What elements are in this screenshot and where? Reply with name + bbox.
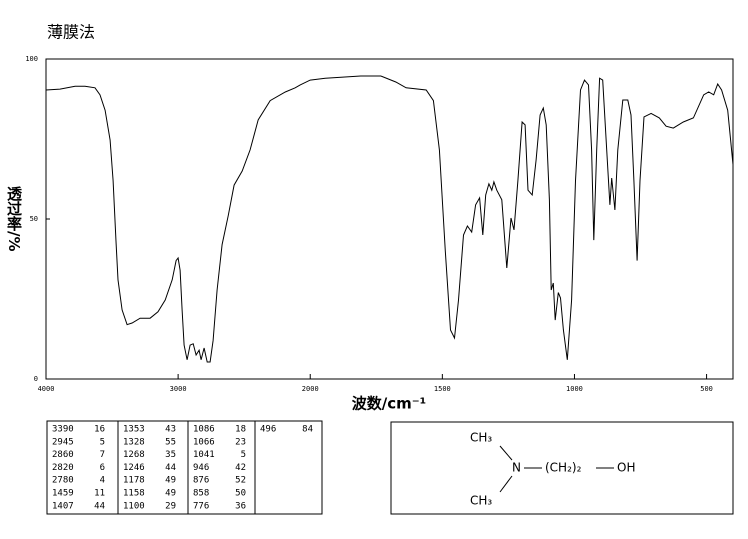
spectrum-line bbox=[45, 75, 734, 363]
peak-transmittance: 42 bbox=[235, 463, 246, 473]
bond bbox=[499, 475, 513, 493]
peak-wavenumber: 1041 bbox=[193, 450, 215, 460]
peak-transmittance: 29 bbox=[165, 501, 176, 511]
peak-wavenumber: 858 bbox=[193, 489, 209, 499]
peak-wavenumber: 3390 bbox=[52, 425, 74, 435]
peak-wavenumber: 1178 bbox=[123, 476, 145, 486]
peak-wavenumber: 1353 bbox=[123, 425, 145, 435]
peak-wavenumber: 1086 bbox=[193, 425, 215, 435]
peak-transmittance: 55 bbox=[165, 437, 176, 447]
peak-wavenumber: 2860 bbox=[52, 450, 74, 460]
peak-transmittance: 5 bbox=[241, 450, 246, 460]
x-tick-label: 500 bbox=[700, 385, 713, 393]
peak-wavenumber: 1158 bbox=[123, 489, 145, 499]
peak-transmittance: 52 bbox=[235, 476, 246, 486]
x-tick-label: 1500 bbox=[434, 385, 451, 393]
peak-wavenumber: 776 bbox=[193, 501, 209, 511]
peak-wavenumber: 1328 bbox=[123, 437, 145, 447]
peak-wavenumber: 496 bbox=[260, 425, 276, 435]
y-tick-label: 100 bbox=[25, 55, 38, 63]
y-tick-label: 0 bbox=[34, 375, 38, 383]
peak-transmittance: 4 bbox=[100, 476, 105, 486]
peak-wavenumber: 2820 bbox=[52, 463, 74, 473]
peak-transmittance: 35 bbox=[165, 450, 176, 460]
peak-wavenumber: 946 bbox=[193, 463, 209, 473]
peak-wavenumber: 1066 bbox=[193, 437, 215, 447]
peak-transmittance: 84 bbox=[302, 425, 313, 435]
peak-transmittance: 18 bbox=[235, 425, 246, 435]
peak-transmittance: 44 bbox=[165, 463, 176, 473]
peak-wavenumber: 1459 bbox=[52, 489, 74, 499]
peak-wavenumber: 1268 bbox=[123, 450, 145, 460]
peak-transmittance: 49 bbox=[165, 476, 176, 486]
peak-table-frame bbox=[46, 420, 323, 515]
x-axis-label: 波数/cm⁻¹ bbox=[352, 395, 427, 413]
y-axis-label: 透过率/% bbox=[5, 186, 23, 252]
peak-transmittance: 23 bbox=[235, 437, 246, 447]
structure-label: OH bbox=[617, 461, 635, 475]
peak-transmittance: 49 bbox=[165, 489, 176, 499]
peak-wavenumber: 2780 bbox=[52, 476, 74, 486]
title: 薄膜法 bbox=[47, 23, 95, 42]
y-tick-label: 50 bbox=[30, 215, 38, 223]
plot-frame bbox=[45, 58, 734, 380]
peak-transmittance: 11 bbox=[94, 489, 105, 499]
peak-wavenumber: 1246 bbox=[123, 463, 145, 473]
structure-label: N bbox=[512, 461, 521, 475]
peak-transmittance: 36 bbox=[235, 501, 246, 511]
peak-transmittance: 44 bbox=[94, 501, 105, 511]
bond bbox=[499, 445, 513, 461]
peak-transmittance: 5 bbox=[100, 437, 105, 447]
peak-transmittance: 6 bbox=[100, 463, 105, 473]
x-tick-label: 1000 bbox=[566, 385, 583, 393]
peak-transmittance: 50 bbox=[235, 489, 246, 499]
peak-transmittance: 16 bbox=[94, 425, 105, 435]
peak-wavenumber: 1100 bbox=[123, 501, 145, 511]
peak-transmittance: 7 bbox=[100, 450, 105, 460]
x-tick-label: 2000 bbox=[302, 385, 319, 393]
structure-frame bbox=[390, 421, 734, 515]
x-tick-label: 4000 bbox=[38, 385, 55, 393]
peak-wavenumber: 876 bbox=[193, 476, 209, 486]
peak-transmittance: 43 bbox=[165, 425, 176, 435]
structure-label: (CH₂)₂ bbox=[545, 461, 582, 475]
peak-wavenumber: 2945 bbox=[52, 437, 74, 447]
x-tick-label: 3000 bbox=[170, 385, 187, 393]
peak-wavenumber: 1407 bbox=[52, 501, 74, 511]
structure-label: CH₃ bbox=[470, 431, 492, 445]
structure-label: CH₃ bbox=[470, 494, 492, 508]
